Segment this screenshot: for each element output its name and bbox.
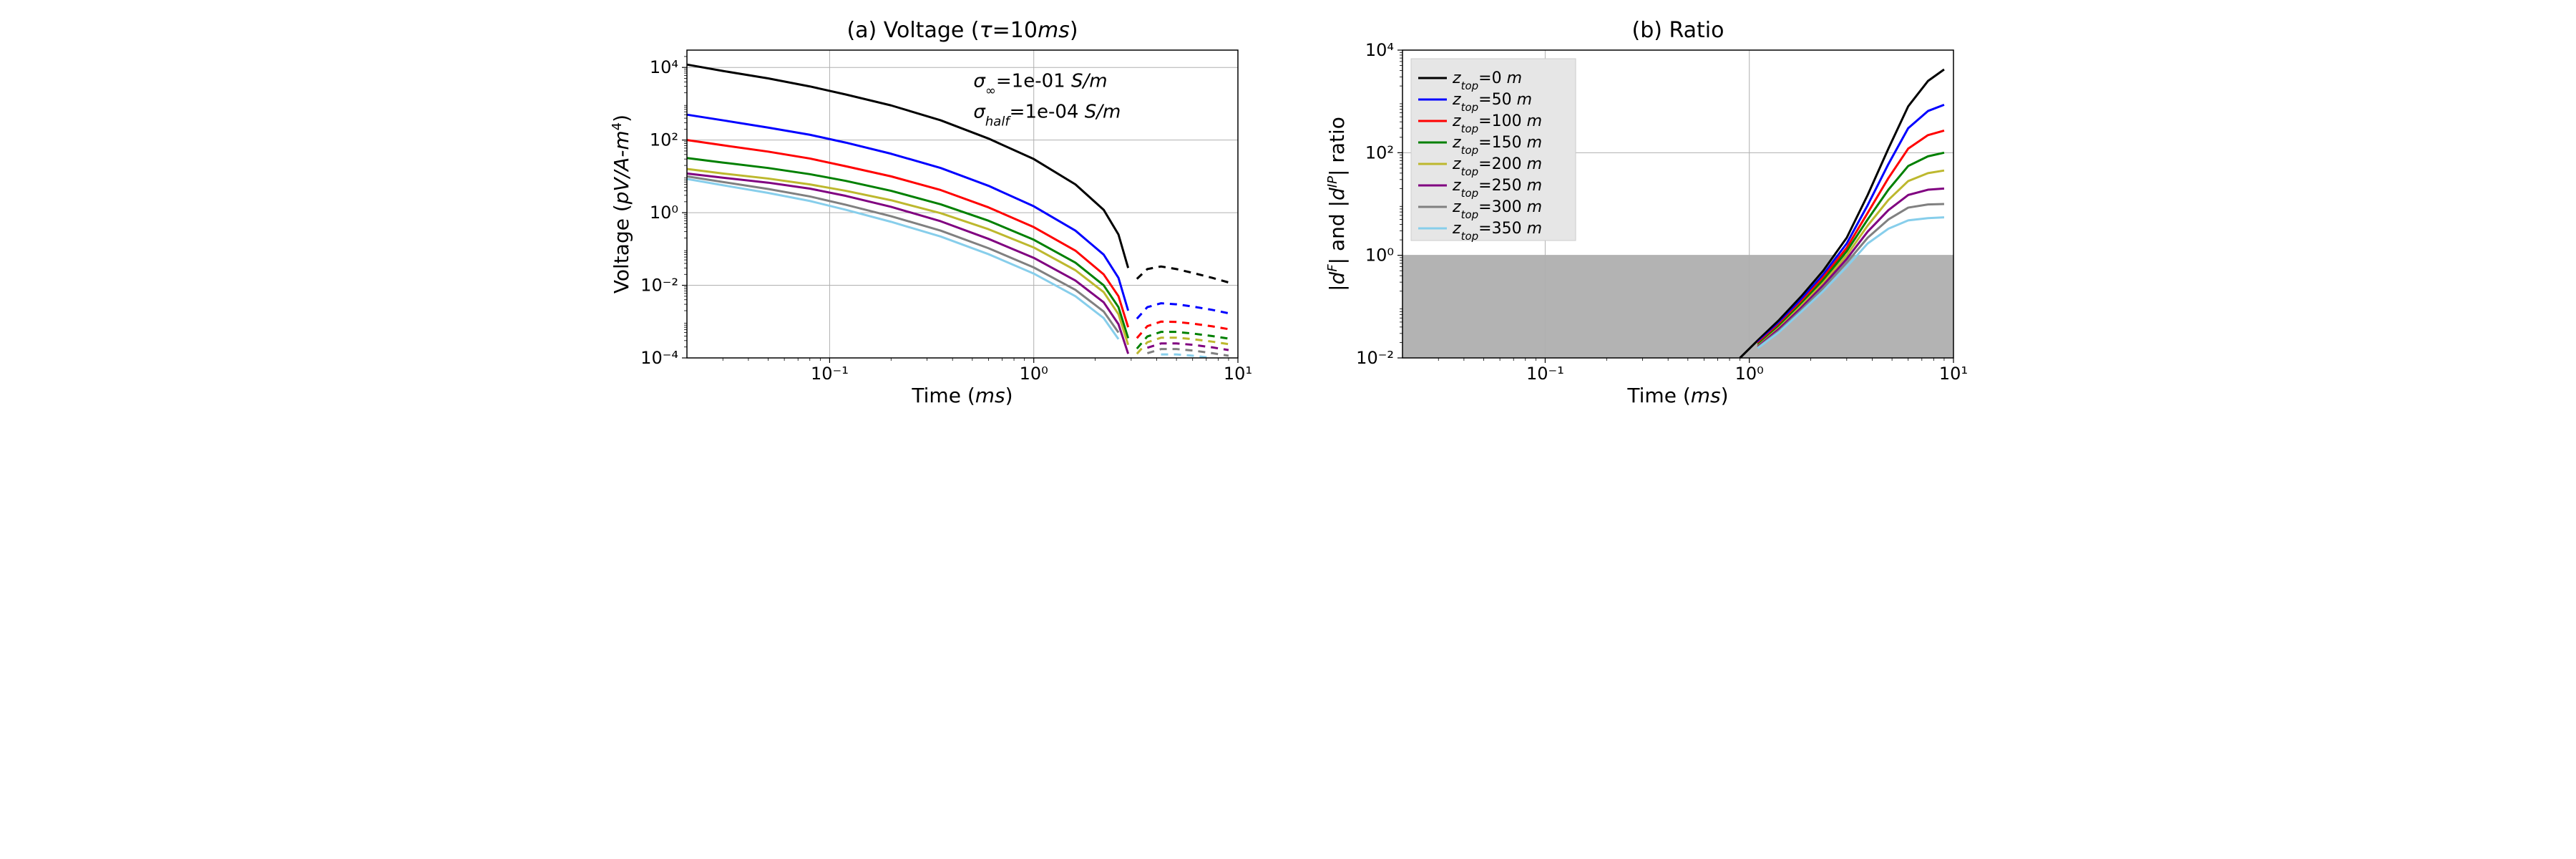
- svg-text:(a) Voltage (τ=10ms): (a) Voltage (τ=10ms): [847, 18, 1078, 43]
- svg-text:(b) Ratio: (b) Ratio: [1631, 18, 1724, 43]
- svg-text:10⁻¹: 10⁻¹: [1526, 364, 1564, 384]
- svg-text:Time (ms): Time (ms): [1626, 384, 1728, 407]
- svg-text:10¹: 10¹: [1224, 364, 1252, 384]
- svg-text:10⁻²: 10⁻²: [640, 276, 678, 296]
- svg-text:10⁴: 10⁴: [1365, 40, 1394, 60]
- svg-text:Voltage (pV/A-m4): Voltage (pV/A-m4): [610, 115, 634, 293]
- panel-a: 10⁻¹ 10⁰ 10¹ 10⁻⁴ 10⁻² 10⁰ 10² 10⁴ (a) Voltage (…: [608, 14, 1252, 418]
- svg-text:10⁻²: 10⁻²: [1356, 348, 1394, 368]
- panel-b: 10⁻¹ 10⁰ 10¹ 10⁻² 10⁰ 10² 10⁴ (b) Ratio Time (ms…: [1324, 14, 1968, 418]
- svg-text:10⁴: 10⁴: [650, 57, 678, 77]
- svg-text:10¹: 10¹: [1939, 364, 1968, 384]
- svg-text:10⁰: 10⁰: [1735, 364, 1764, 384]
- figure: 10⁻¹ 10⁰ 10¹ 10⁻⁴ 10⁻² 10⁰ 10² 10⁴ (a) Voltage (…: [14, 14, 2562, 418]
- svg-text:10⁻⁴: 10⁻⁴: [640, 348, 678, 368]
- svg-text:10²: 10²: [650, 130, 678, 150]
- svg-text:10²: 10²: [1365, 142, 1394, 162]
- svg-text:10⁻¹: 10⁻¹: [811, 364, 849, 384]
- chart-b: 10⁻¹ 10⁰ 10¹ 10⁻² 10⁰ 10² 10⁴ (b) Ratio Time (ms…: [1324, 14, 1968, 415]
- svg-text:Time (ms): Time (ms): [911, 384, 1013, 407]
- svg-text:10⁰: 10⁰: [1365, 246, 1394, 266]
- svg-text:10⁰: 10⁰: [1020, 364, 1048, 384]
- svg-text:|dF| and |dIP| ratio: |dF| and |dIP| ratio: [1325, 117, 1350, 291]
- chart-a: 10⁻¹ 10⁰ 10¹ 10⁻⁴ 10⁻² 10⁰ 10² 10⁴ (a) Voltage (…: [608, 14, 1252, 415]
- svg-text:10⁰: 10⁰: [650, 203, 678, 223]
